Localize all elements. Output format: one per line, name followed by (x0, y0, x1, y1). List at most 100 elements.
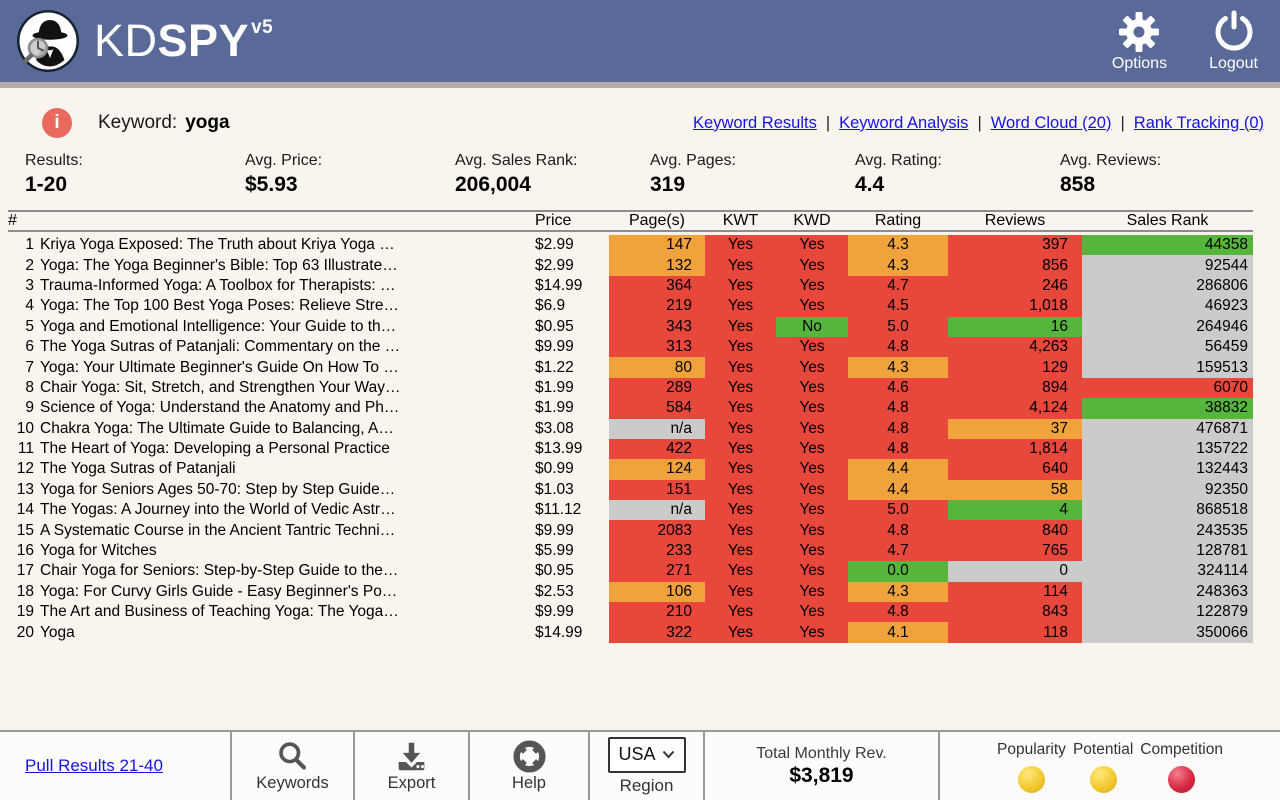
salesrank-cell: 135722 (1082, 438, 1253, 460)
price-cell: $9.99 (535, 521, 574, 539)
col-header-price: Price (535, 212, 572, 229)
price-cell: $0.99 (535, 460, 574, 478)
book-title[interactable]: Kriya Yoga Exposed: The Truth about Kriy… (40, 236, 395, 254)
table-row[interactable]: 14 The Yogas: A Journey into the World o… (8, 500, 1253, 521)
table-row[interactable]: 16 Yoga for Witches $5.99 233 Yes Yes 4.… (8, 540, 1253, 562)
help-button[interactable]: Help (470, 732, 590, 800)
table-row[interactable]: 19 The Art and Business of Teaching Yoga… (8, 602, 1253, 623)
pull-results-link[interactable]: Pull Results 21-40 (25, 756, 163, 775)
pages-cell: 364 (609, 275, 705, 297)
table-row[interactable]: 12 The Yoga Sutras of Patanjali $0.99 12… (8, 459, 1253, 480)
col-header-num: # (8, 212, 17, 229)
table-row[interactable]: 8 Chair Yoga: Sit, Stretch, and Strength… (8, 377, 1253, 399)
book-title[interactable]: The Heart of Yoga: Developing a Personal… (40, 440, 390, 458)
book-title[interactable]: Trauma-Informed Yoga: A Toolbox for Ther… (40, 276, 396, 294)
table-header-row: # Price Page(s) KWT KWD Rating Reviews S… (8, 210, 1253, 232)
rating-cell: 4.3 (848, 235, 948, 256)
logout-button[interactable]: Logout (1209, 10, 1258, 73)
table-row[interactable]: 18 Yoga: For Curvy Girls Guide - Easy Be… (8, 581, 1253, 603)
pages-cell: 2083 (609, 520, 705, 541)
table-row[interactable]: 7 Yoga: Your Ultimate Beginner's Guide O… (8, 357, 1253, 378)
book-title[interactable]: Yoga (40, 623, 75, 641)
table-row[interactable]: 5 Yoga and Emotional Intelligence: Your … (8, 316, 1253, 337)
export-label: Export (387, 773, 436, 792)
nav-link-word-cloud-20[interactable]: Word Cloud (20) (990, 113, 1112, 132)
rating-cell: 4.6 (848, 377, 948, 399)
info-icon[interactable]: i (42, 108, 72, 138)
pull-results-section: Pull Results 21-40 (0, 732, 232, 800)
reviews-cell: 1,814 (948, 438, 1082, 460)
book-title[interactable]: A Systematic Course in the Ancient Tantr… (40, 521, 396, 539)
kwt-cell: Yes (705, 357, 776, 378)
row-number: 18 (16, 582, 34, 600)
reviews-cell: 1,018 (948, 296, 1082, 317)
book-title[interactable]: Yoga for Seniors Ages 50-70: Step by Ste… (40, 480, 396, 498)
nav-separator: | (977, 113, 982, 132)
table-row[interactable]: 1 Kriya Yoga Exposed: The Truth about Kr… (8, 235, 1253, 256)
nav-separator: | (825, 113, 831, 132)
nav-link-rank-tracking-0[interactable]: Rank Tracking (0) (1133, 113, 1264, 132)
kwt-cell: Yes (705, 235, 776, 256)
export-button[interactable]: Export (355, 732, 470, 800)
brand: KD SPY v5 (16, 9, 273, 73)
table-row[interactable]: 3 Trauma-Informed Yoga: A Toolbox for Th… (8, 275, 1253, 297)
price-cell: $9.99 (535, 338, 574, 356)
table-row[interactable]: 6 The Yoga Sutras of Patanjali: Commenta… (8, 336, 1253, 358)
nav-link-keyword-analysis[interactable]: Keyword Analysis (839, 113, 969, 132)
book-title[interactable]: The Yoga Sutras of Patanjali (40, 460, 236, 478)
table-row[interactable]: 20 Yoga $14.99 322 Yes Yes 4.1 118 35006… (8, 622, 1253, 643)
salesrank-cell: 92544 (1082, 255, 1253, 276)
kwt-cell: Yes (705, 438, 776, 460)
reviews-cell: 129 (948, 357, 1082, 378)
table-row[interactable]: 9 Science of Yoga: Understand the Anatom… (8, 398, 1253, 419)
kwt-cell: Yes (705, 296, 776, 317)
book-title[interactable]: Yoga and Emotional Intelligence: Your Gu… (40, 317, 397, 335)
table-row[interactable]: 13 Yoga for Seniors Ages 50-70: Step by … (8, 479, 1253, 501)
col-header-salesrank: Sales Rank (1126, 212, 1209, 229)
book-title[interactable]: Yoga: Your Ultimate Beginner's Guide On … (40, 358, 399, 376)
col-header-rating: Rating (874, 212, 922, 229)
book-title[interactable]: Yoga: The Top 100 Best Yoga Poses: Relie… (40, 297, 400, 315)
table-row[interactable]: 4 Yoga: The Top 100 Best Yoga Poses: Rel… (8, 296, 1253, 317)
table-row[interactable]: 2 Yoga: The Yoga Beginner's Bible: Top 6… (8, 255, 1253, 276)
region-select[interactable]: USA (607, 736, 686, 773)
region-value: USA (618, 744, 656, 764)
table-body: 1 Kriya Yoga Exposed: The Truth about Kr… (8, 235, 1253, 643)
book-title[interactable]: Science of Yoga: Understand the Anatomy … (40, 399, 400, 417)
kwd-cell: Yes (776, 622, 848, 643)
table-row[interactable]: 17 Chair Yoga for Seniors: Step-by-Step … (8, 561, 1253, 582)
nav-link-keyword-results[interactable]: Keyword Results (693, 113, 817, 132)
salesrank-cell: 248363 (1082, 581, 1253, 603)
salesrank-cell: 44358 (1082, 235, 1253, 256)
kwd-cell: Yes (776, 235, 848, 256)
salesrank-cell: 868518 (1082, 500, 1253, 521)
salesrank-cell: 38832 (1082, 398, 1253, 419)
book-title[interactable]: Yoga: For Curvy Girls Guide - Easy Begin… (40, 582, 398, 600)
book-title[interactable]: Yoga: The Yoga Beginner's Bible: Top 63 … (40, 256, 398, 274)
book-title[interactable]: Chakra Yoga: The Ultimate Guide to Balan… (40, 419, 394, 437)
col-header-kwt: KWT (722, 212, 759, 229)
book-title[interactable]: The Yoga Sutras of Patanjali: Commentary… (40, 338, 401, 356)
keywords-button[interactable]: Keywords (232, 732, 355, 800)
table-row[interactable]: 10 Chakra Yoga: The Ultimate Guide to Ba… (8, 418, 1253, 439)
pages-cell: 322 (609, 622, 705, 643)
row-number: 9 (25, 399, 34, 417)
help-label: Help (512, 773, 546, 792)
book-title[interactable]: Yoga for Witches (40, 542, 157, 560)
table-row[interactable]: 11 The Heart of Yoga: Developing a Perso… (8, 438, 1253, 460)
pages-cell: 219 (609, 296, 705, 317)
book-title[interactable]: Chair Yoga for Seniors: Step-by-Step Gui… (40, 562, 399, 580)
row-number: 10 (16, 419, 34, 437)
book-title[interactable]: The Art and Business of Teaching Yoga: T… (40, 603, 399, 621)
table-row[interactable]: 15 A Systematic Course in the Ancient Ta… (8, 520, 1253, 541)
region-label: Region (619, 775, 674, 795)
kwd-cell: Yes (776, 357, 848, 378)
pages-cell: 147 (609, 235, 705, 256)
book-title[interactable]: Chair Yoga: Sit, Stretch, and Strengthen… (40, 378, 401, 396)
pages-cell: 343 (609, 316, 705, 337)
options-button[interactable]: Options (1112, 10, 1167, 73)
row-number: 7 (25, 358, 34, 376)
kwd-cell: Yes (776, 275, 848, 297)
kwt-cell: Yes (705, 398, 776, 419)
book-title[interactable]: The Yogas: A Journey into the World of V… (40, 501, 396, 519)
